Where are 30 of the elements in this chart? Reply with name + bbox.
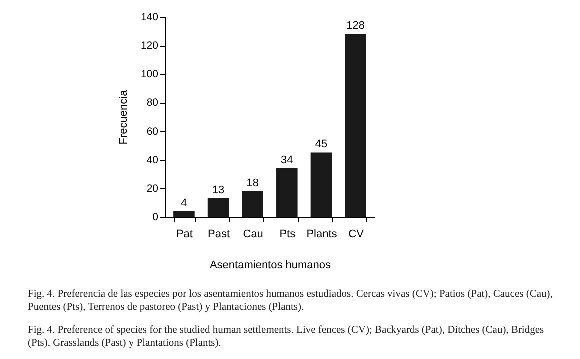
data-label: 13 — [212, 184, 225, 196]
x-tick-label: Cau — [243, 228, 264, 240]
y-tick-label: 0 — [152, 212, 159, 224]
bar — [310, 152, 332, 217]
bar — [276, 168, 298, 217]
data-label: 34 — [281, 154, 294, 166]
y-tick-label: 40 — [146, 154, 159, 166]
bar — [208, 198, 230, 217]
caption: Fig. 4. Preferencia de las especies por los asentamientos humanos estudiados. Cercas vivas (CV); Patios (Pat), Cauces (Cau), Puentes (Pts), Terrenos de pastoreo (Past) y Plantaciones (Plants). — [28, 288, 554, 314]
x-tick-label: CV — [348, 228, 365, 240]
caption: Fig. 4. Preference of species for the studied human settlements. Live fences (CV); Backyards (Pat), Ditches (Cau), Bridges (Pts), Grasslands (Past) y Plantations (Plants). — [28, 324, 546, 350]
data-label: 18 — [246, 177, 259, 190]
y-axis-title: Frecuencia — [118, 89, 130, 145]
y-tick-label: 60 — [146, 126, 159, 138]
data-label: 4 — [181, 197, 188, 210]
y-tick-label: 140 — [140, 12, 159, 24]
bar — [242, 191, 264, 217]
data-label: 45 — [315, 138, 328, 151]
bar — [174, 211, 195, 217]
x-tick-label: Past — [208, 228, 230, 240]
y-tick-label: 100 — [140, 68, 159, 81]
y-tick-label: 20 — [146, 182, 159, 195]
x-tick-label: Pts — [280, 228, 296, 240]
bar — [345, 34, 366, 217]
x-axis-title: Asentamientos humanos — [210, 260, 332, 272]
x-tick-label: Plants — [306, 228, 338, 240]
x-tick-label: Pat — [176, 228, 193, 240]
y-tick-label: 80 — [146, 97, 159, 110]
data-label: 128 — [346, 20, 365, 32]
y-tick-label: 120 — [140, 40, 159, 52]
